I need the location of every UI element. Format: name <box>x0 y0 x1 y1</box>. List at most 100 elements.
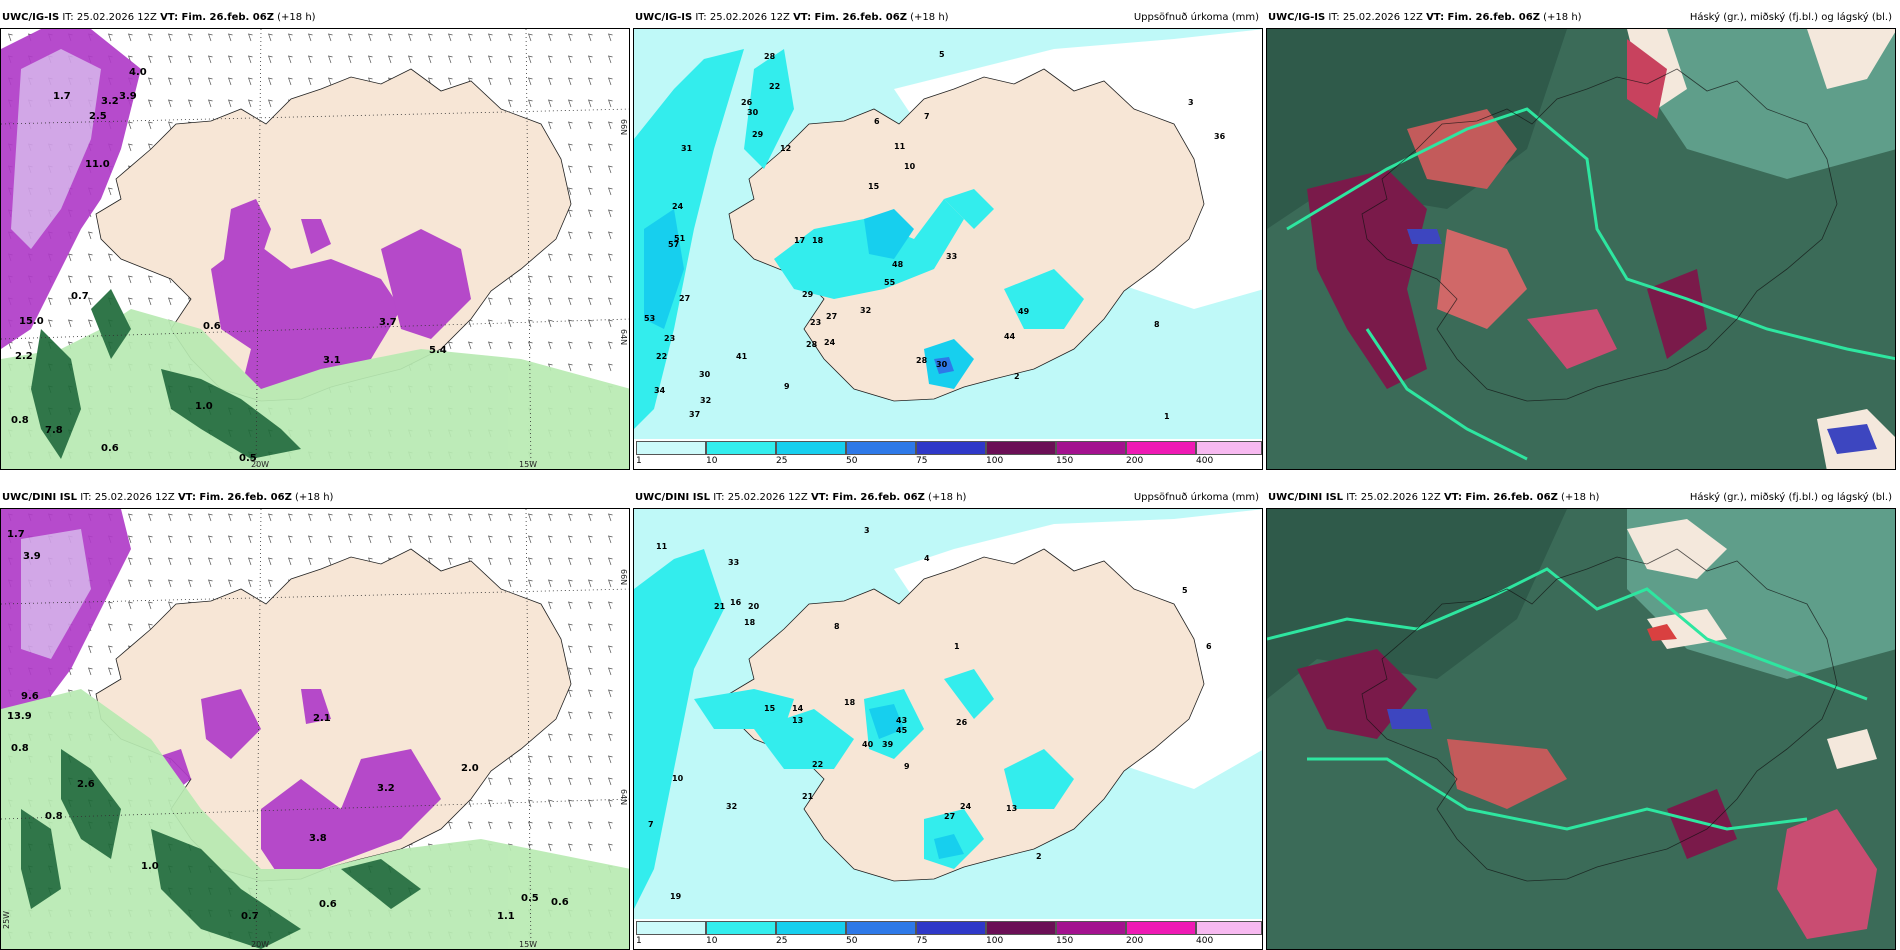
wind-barb <box>88 231 93 240</box>
wind-value: 0.6 <box>203 321 221 332</box>
wind-barb <box>528 319 533 328</box>
wind-value: 2.6 <box>77 779 95 790</box>
wind-barb <box>468 513 473 522</box>
wind-value: 4.0 <box>129 67 147 78</box>
wind-barb <box>68 253 73 262</box>
colorbar-swatch <box>1196 921 1262 935</box>
wind-barb <box>368 535 373 544</box>
wind-barb <box>308 557 313 566</box>
precip-value: 26 <box>741 98 753 107</box>
wind-value: 0.6 <box>319 899 337 910</box>
precip-value: 3 <box>864 526 870 535</box>
wind-barb <box>548 843 553 852</box>
wind-barb <box>608 121 613 130</box>
precip-value: 23 <box>810 318 821 327</box>
model-name: UWC/IG-IS <box>635 12 693 23</box>
colorbar-swatch <box>776 921 846 935</box>
wind-barb <box>568 623 573 632</box>
precip-map-svg: 28 22 26 30 31 29 12 51 24 57 18 17 15 4… <box>634 29 1262 439</box>
wind-map: 4.0 3.9 1.7 2.5 3.2 11.0 15.0 2.2 0.7 0.… <box>0 28 630 470</box>
wind-barb <box>268 77 273 86</box>
wind-barb <box>588 601 593 610</box>
wind-barb <box>588 143 593 152</box>
wind-barb <box>568 253 573 262</box>
precip-value: 32 <box>700 396 711 405</box>
wind-barb <box>148 623 153 632</box>
wind-barb <box>588 733 593 742</box>
precip-value: 28 <box>764 52 776 61</box>
panel-header: UWC/DINI ISL IT: 25.02.2026 12Z VT: Fim.… <box>633 488 1263 508</box>
wind-barb <box>508 55 513 64</box>
wind-barb <box>608 689 613 698</box>
wind-barb <box>568 711 573 720</box>
wind-barb <box>588 645 593 654</box>
wind-barb <box>168 77 173 86</box>
wind-barb <box>528 755 533 764</box>
precip-value: 39 <box>882 740 894 749</box>
wind-barb <box>588 777 593 786</box>
wind-barb <box>588 231 593 240</box>
colorbar-swatch <box>636 921 706 935</box>
wind-barb <box>228 77 233 86</box>
precip-map: 11 33 21 20 16 18 14 15 13 18 43 45 39 4… <box>633 508 1263 950</box>
lat-label: 66N <box>619 569 628 585</box>
wind-barb <box>168 99 173 108</box>
cloud-map <box>1266 28 1896 470</box>
wind-barb <box>588 121 593 130</box>
wind-barb <box>188 579 193 588</box>
wind-barb <box>148 55 153 64</box>
wind-barb <box>608 645 613 654</box>
wind-barb <box>88 275 93 284</box>
cloud-map <box>1266 508 1896 950</box>
colorbar-tick: 150 <box>1056 456 1074 466</box>
precip-value: 33 <box>728 558 739 567</box>
panel-cloud-dini: UWC/DINI ISL IT: 25.02.2026 12Z VT: Fim.… <box>1266 488 1896 950</box>
wind-barb <box>368 55 373 64</box>
wind-barb <box>608 557 613 566</box>
precip-value: 11 <box>894 142 906 151</box>
precip-value: 6 <box>874 117 880 126</box>
wind-barb <box>248 77 253 86</box>
wind-barb <box>548 99 553 108</box>
wind-value: 2.0 <box>461 763 479 774</box>
colorbar-swatch <box>776 441 846 455</box>
precip-value: 6 <box>1206 642 1212 651</box>
wind-value: 3.2 <box>377 783 395 794</box>
precip-value: 16 <box>730 598 742 607</box>
wind-value: 3.7 <box>379 317 397 328</box>
lon-label: 15W <box>519 460 537 469</box>
wind-barb <box>128 513 133 522</box>
wind-barb <box>188 77 193 86</box>
precip-value: 43 <box>896 716 907 725</box>
panel-title: Uppsöfnuð úrkoma (mm) <box>1133 492 1259 503</box>
wind-barb <box>568 821 573 830</box>
wind-barb <box>488 821 493 830</box>
wind-barb <box>568 843 573 852</box>
wind-barb <box>568 579 573 588</box>
wind-barb <box>508 341 513 350</box>
wind-barb <box>548 275 553 284</box>
precip-value: 8 <box>834 622 840 631</box>
wind-value: 3.9 <box>119 91 137 102</box>
precip-bands <box>1 29 629 469</box>
wind-barb <box>148 275 153 284</box>
precip-value: 18 <box>844 698 856 707</box>
precip-value: 13 <box>1006 804 1017 813</box>
wind-barb <box>148 121 153 130</box>
wind-barb <box>588 341 593 350</box>
wind-barb <box>608 77 613 86</box>
precip-value: 55 <box>884 278 896 287</box>
wind-barb <box>88 689 93 698</box>
model-name: UWC/IG-IS <box>1268 12 1326 23</box>
wind-barb <box>468 535 473 544</box>
colorbar-tick: 75 <box>916 456 928 466</box>
wind-barb <box>608 187 613 196</box>
precip-value: 7 <box>924 112 930 121</box>
precip-value: 1 <box>954 642 960 651</box>
lead-time: (+18 h) <box>277 12 316 23</box>
precip-value-labels: 11 33 21 20 16 18 14 15 13 18 43 45 39 4… <box>648 526 1212 901</box>
wind-barb <box>348 535 353 544</box>
wind-barb <box>288 55 293 64</box>
wind-barb <box>208 99 213 108</box>
wind-barb <box>528 843 533 852</box>
